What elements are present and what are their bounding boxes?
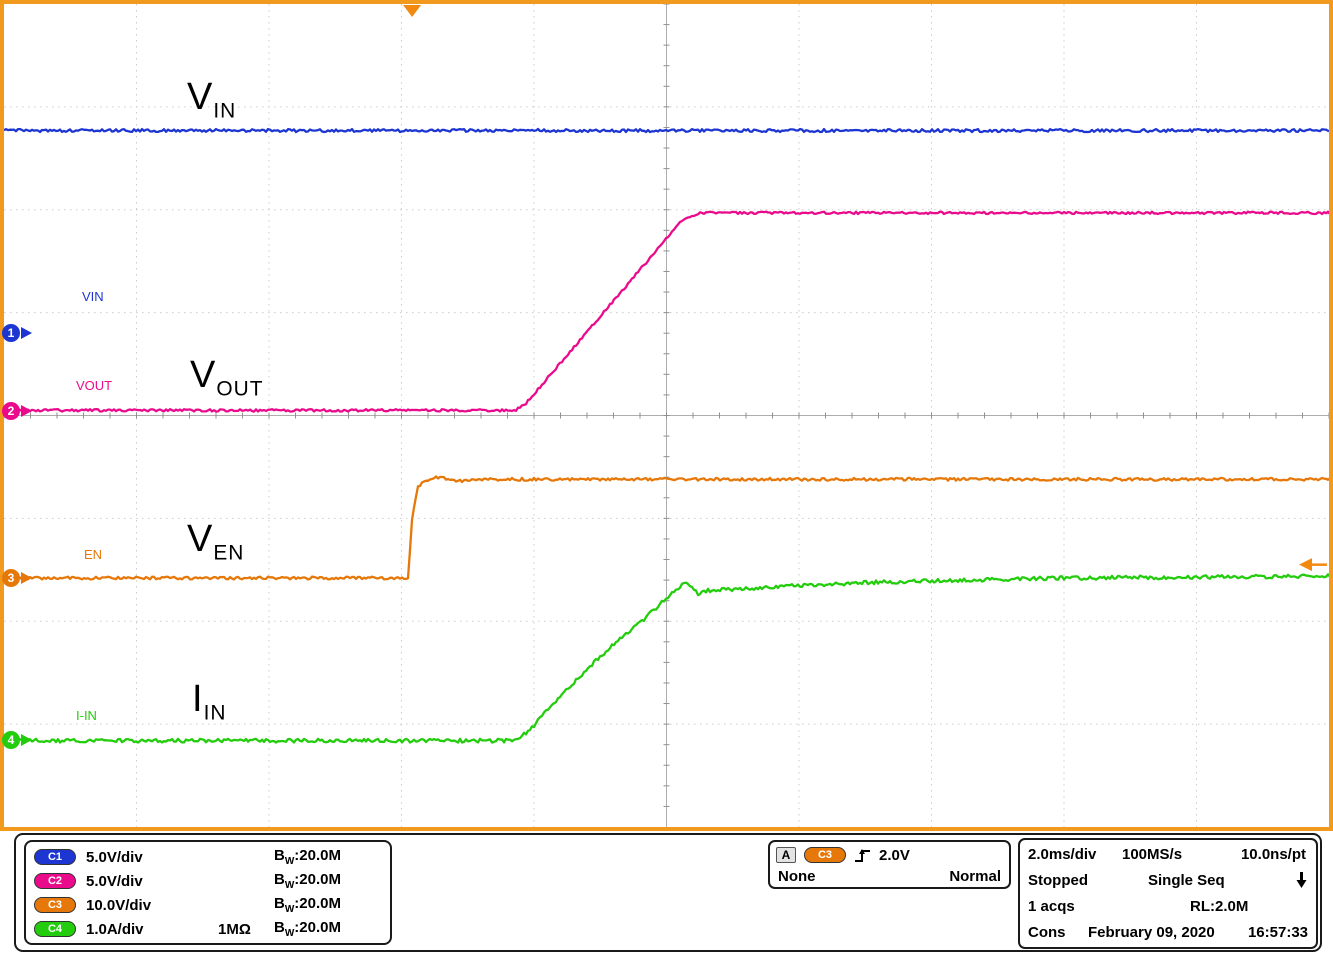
channel-badge-c3[interactable]: C3 [34, 897, 76, 913]
channel-badge-c1[interactable]: C1 [34, 849, 76, 865]
trace-title-vin-main: V [187, 76, 214, 118]
channel-bandwidth-c2: BW:20.0M [274, 871, 341, 891]
channel-ref-badge-2[interactable]: 2 [2, 402, 20, 421]
bw-prefix: B [274, 847, 285, 864]
single-seq-icon [1296, 872, 1307, 888]
trace-title-ven-main: V [187, 518, 214, 560]
trace-title-vout: VOUT [190, 354, 263, 402]
bw-value: :20.0M [294, 847, 341, 864]
acq-date-row: Cons February 09, 2020 16:57:33 [1028, 921, 1308, 947]
bw-value: :20.0M [294, 895, 341, 912]
bw-sub: W [284, 856, 295, 867]
trace-title-iin: IIN [192, 678, 226, 726]
channel-readouts[interactable]: C1 5.0V/div BW:20.0M C2 5.0V/div BW:20.0… [24, 840, 392, 945]
bw-value: :20.0M [294, 871, 341, 888]
trigger-position-marker[interactable] [403, 5, 422, 17]
channel-bandwidth-c4: BW:20.0M [274, 919, 341, 939]
acq-mode: Single Seq [1148, 872, 1225, 889]
channel-scale-c4: 1.0A/div [86, 920, 144, 938]
trace-label-vout: VOUT [76, 378, 113, 393]
trigger-holdoff: None [778, 867, 816, 885]
acq-status: Stopped [1028, 872, 1088, 889]
trace-title-iin-sub: IN [203, 701, 227, 725]
channel-ref-badge-3[interactable]: 3 [2, 569, 20, 588]
channel-scale-c2: 5.0V/div [86, 872, 143, 890]
trace-label-iin: I-IN [76, 708, 97, 723]
channel-reference-markers: 1 2 3 4 [2, 4, 1329, 827]
trace-label-vin: VIN [82, 289, 104, 304]
trace-title-vout-main: V [190, 354, 217, 396]
status-bar: C1 5.0V/div BW:20.0M C2 5.0V/div BW:20.0… [14, 833, 1322, 952]
waveform-graticule [4, 4, 1329, 827]
channel-readout-row-c2[interactable]: C2 5.0V/div BW:20.0M [34, 869, 382, 893]
rising-edge-icon [855, 848, 870, 862]
trigger-source-badge[interactable]: C3 [804, 847, 846, 863]
bw-sub: W [284, 928, 295, 939]
horizontal-acquisition-readout[interactable]: 2.0ms/div 100MS/s 10.0ns/pt Stopped Sing… [1018, 838, 1318, 949]
trigger-readout[interactable]: A C3 2.0V None Normal [768, 840, 1011, 889]
trace-ven [4, 475, 1329, 581]
sample-rate: 100MS/s [1122, 846, 1183, 863]
trace-vin [4, 127, 1329, 134]
channel-bandwidth-c3: BW:20.0M [274, 895, 341, 915]
acq-label: Cons [1028, 924, 1066, 941]
bw-prefix: B [274, 895, 285, 912]
trace-i-in [4, 573, 1329, 744]
record-length: RL:2.0M [1190, 898, 1249, 915]
bw-prefix: B [274, 919, 285, 936]
channel-badge-c4[interactable]: C4 [34, 921, 76, 937]
trace-label-en: EN [84, 547, 103, 562]
channel-scale-c3: 10.0V/div [86, 896, 152, 914]
channel-readout-row-c1[interactable]: C1 5.0V/div BW:20.0M [34, 845, 382, 869]
trigger-bus-badge[interactable]: A [776, 847, 796, 863]
trace-title-vin-sub: IN [213, 99, 237, 123]
bw-sub: W [284, 904, 295, 915]
channel-ref-badge-4[interactable]: 4 [2, 730, 20, 749]
acq-count: 1 acqs [1028, 898, 1075, 915]
trigger-level-marker[interactable] [1299, 558, 1327, 572]
channel-ref-arrow-1 [21, 327, 32, 340]
trace-title-ven-sub: EN [213, 541, 245, 565]
bw-sub: W [284, 880, 295, 891]
channel-badge-c2[interactable]: C2 [34, 873, 76, 889]
acq-time: 16:57:33 [1247, 924, 1308, 941]
acq-status-row: Stopped Single Seq [1028, 869, 1308, 895]
acq-count-row: 1 acqs RL:2.0M [1028, 895, 1308, 921]
trigger-source-row: A C3 2.0V [776, 844, 1003, 866]
trigger-level: 2.0V [879, 846, 910, 864]
channel-readout-row-c3[interactable]: C3 10.0V/div BW:20.0M [34, 893, 382, 917]
trace-title-ven: VEN [187, 518, 244, 566]
channel-ref-badge-1[interactable]: 1 [2, 324, 20, 343]
channel-scale-c1: 5.0V/div [86, 848, 143, 866]
channel-impedance-c4: 1MΩ [218, 920, 251, 938]
timebase: 2.0ms/div [1028, 846, 1097, 863]
channel-bandwidth-c1: BW:20.0M [274, 847, 341, 867]
horizontal-row: 2.0ms/div 100MS/s 10.0ns/pt [1028, 843, 1308, 869]
trace-title-iin-main: I [192, 678, 204, 720]
channel-readout-row-c4[interactable]: C4 1.0A/div 1MΩ BW:20.0M [34, 917, 382, 941]
trace-title-vin: VIN [187, 76, 236, 124]
bw-prefix: B [274, 871, 285, 888]
trigger-mode: Normal [949, 867, 1001, 885]
trace-vout [4, 210, 1329, 413]
channel-ref-arrow-4 [21, 733, 32, 746]
channel-ref-arrow-2 [21, 405, 32, 418]
trace-title-vout-sub: OUT [216, 377, 264, 401]
channel-ref-arrow-3 [21, 572, 32, 585]
resolution: 10.0ns/pt [1240, 846, 1306, 863]
acq-date: February 09, 2020 [1088, 924, 1215, 941]
bw-value: :20.0M [294, 919, 341, 936]
trigger-mode-row: None Normal [776, 866, 1003, 886]
